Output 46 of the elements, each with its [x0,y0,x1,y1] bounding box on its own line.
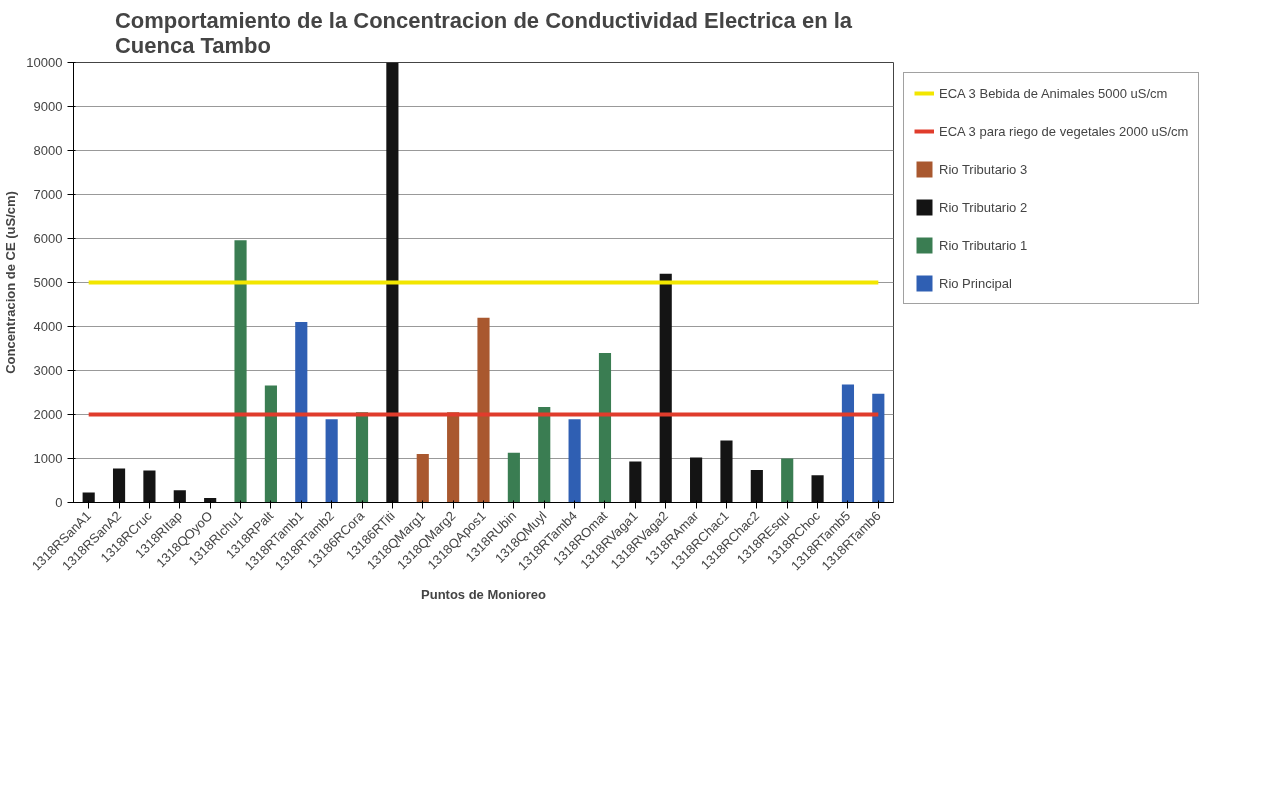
bar [295,322,308,503]
bar [629,461,642,503]
bar [720,440,733,503]
bar [264,385,277,503]
bar [568,419,581,503]
bar [841,384,855,503]
y-tick-label: 10000 [26,55,63,70]
legend-label: Rio Tributario 2 [939,199,1028,215]
bar [477,317,490,503]
legend-label: Rio Tributario 1 [939,237,1028,253]
y-tick-label: 5000 [33,275,63,290]
bar [143,470,156,503]
y-axis-title: Concentracion de CE (uS/cm) [3,191,19,374]
legend-label: ECA 3 Bebida de Animales 5000 uS/cm [939,85,1168,101]
y-tick-label: 3000 [33,363,63,378]
bar [538,407,551,503]
y-tick-label: 8000 [33,143,63,158]
bar [659,273,672,503]
bar [872,393,885,503]
legend-label: Rio Principal [939,275,1012,291]
y-tick-label: 4000 [33,319,63,334]
bar [82,492,95,503]
bar [690,457,703,503]
y-tick-label: 1000 [33,451,63,466]
legend-label: ECA 3 para riego de vegetales 2000 uS/cm [939,123,1189,139]
y-tick-label: 2000 [33,407,63,422]
bar [811,475,824,503]
bar [112,468,126,503]
bar [386,62,399,503]
x-axis-title: Puntos de Monioreo [421,586,547,602]
chart-title: Comportamiento de la Concentracion de Conductividad Electrica en la Cuenca Tambo [114,7,853,58]
bar [416,454,429,503]
y-tick-label: 0 [55,495,63,510]
bar [447,412,460,503]
bar [781,458,794,503]
y-tick-label: 7000 [33,187,63,202]
bar [234,240,247,503]
legend-label: Rio Tributario 3 [939,161,1028,177]
bar [598,352,612,503]
y-tick-label: 9000 [33,99,63,114]
bar [173,490,186,503]
bar [325,419,338,503]
y-tick-label: 6000 [33,231,63,246]
bar [355,412,369,503]
bar [507,452,520,503]
bar [750,469,763,503]
